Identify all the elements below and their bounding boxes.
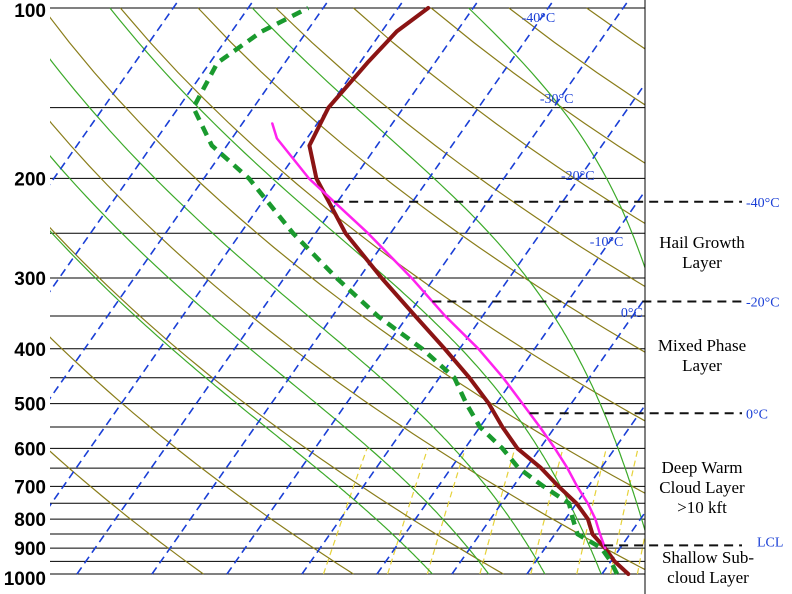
pressure-tick-label: 700 (14, 477, 46, 498)
moist-adiabat-line (50, 230, 433, 575)
mixing-ratio-lines (322, 448, 645, 575)
isotherm-line (226, 0, 630, 575)
sounding-traces (191, 5, 631, 576)
isotherm-line (752, 0, 792, 574)
dry-adiabat-line (50, 336, 354, 575)
moist-adiabat-line (50, 155, 490, 575)
layer-annotation-text: Shallow Sub- (662, 548, 754, 567)
pressure-tick-label: 900 (14, 539, 46, 560)
isotherm-label: -40°C (522, 11, 556, 26)
layer-annotation-text: cloud Layer (667, 568, 749, 587)
dewpoint-trace (191, 5, 620, 575)
pressure-tick-label: 1000 (4, 569, 46, 590)
layer-annotation-text: Layer (682, 253, 722, 272)
dry-adiabat-line (275, 7, 645, 288)
mixing-ratio-line (636, 532, 645, 575)
layer-annotation-text: Layer (682, 356, 722, 375)
mixing-ratio-line (387, 448, 429, 575)
dry-adiabat-line (50, 16, 645, 494)
pressure-tick-label: 400 (14, 340, 46, 361)
level-marker-label: -40°C (746, 196, 780, 211)
dry-adiabat-line (50, 226, 504, 575)
dry-adiabat-line (197, 7, 645, 353)
temperature-trace (307, 6, 631, 576)
layer-annotation-text: Cloud Layer (659, 478, 745, 497)
isotherm-label: 0°C (621, 306, 643, 321)
moist-adiabat-line (50, 58, 546, 575)
level-marker-label: -20°C (746, 295, 780, 310)
mixing-ratio-line (426, 448, 466, 575)
pressure-tick-label: 600 (14, 439, 46, 460)
pressure-tick-label: 200 (14, 169, 46, 190)
pressure-tick-label: 800 (14, 510, 46, 531)
isotherm-label: -20°C (561, 169, 595, 184)
moist-adiabat-line (109, 7, 602, 575)
labels: 100 200 300 400 500 600 700 800 900 1000 -40°C -30°… (4, 1, 755, 590)
level-marker-label: 0°C (746, 407, 768, 422)
level-markers: -40°C -20°C 0°C LCL (334, 196, 783, 550)
parcel-trace (271, 122, 607, 550)
mixing-ratio-line (479, 448, 516, 575)
mixing-ratio-line (530, 448, 564, 575)
level-marker-label: LCL (757, 535, 783, 550)
dry-adiabat-line (742, 8, 792, 574)
isotherm-line (50, 0, 330, 400)
pressure-tick-label: 500 (14, 395, 46, 416)
mixing-ratio-line (576, 448, 607, 575)
dry-adiabats (50, 7, 792, 575)
moist-adiabat-line (468, 7, 645, 270)
isotherm-label: -10°C (590, 235, 624, 250)
dry-adiabat-line (50, 450, 204, 575)
moist-adiabats (50, 7, 645, 575)
layer-annotation-text: Deep Warm (662, 458, 743, 477)
layer-annotation-text: Mixed Phase (658, 336, 746, 355)
layer-annotation-text: Hail Growth (659, 233, 745, 252)
plot-area (50, 0, 792, 576)
layer-annotation-text: >10 kft (677, 498, 727, 517)
moist-adiabat-line (251, 7, 645, 533)
mixing-ratio-line (610, 448, 639, 575)
isotherm-label: -30°C (540, 92, 574, 107)
pressure-tick-label: 100 (14, 1, 46, 22)
mixing-ratio-line (322, 448, 368, 575)
pressure-tick-label: 300 (14, 269, 46, 290)
dry-adiabat-line (119, 7, 645, 422)
